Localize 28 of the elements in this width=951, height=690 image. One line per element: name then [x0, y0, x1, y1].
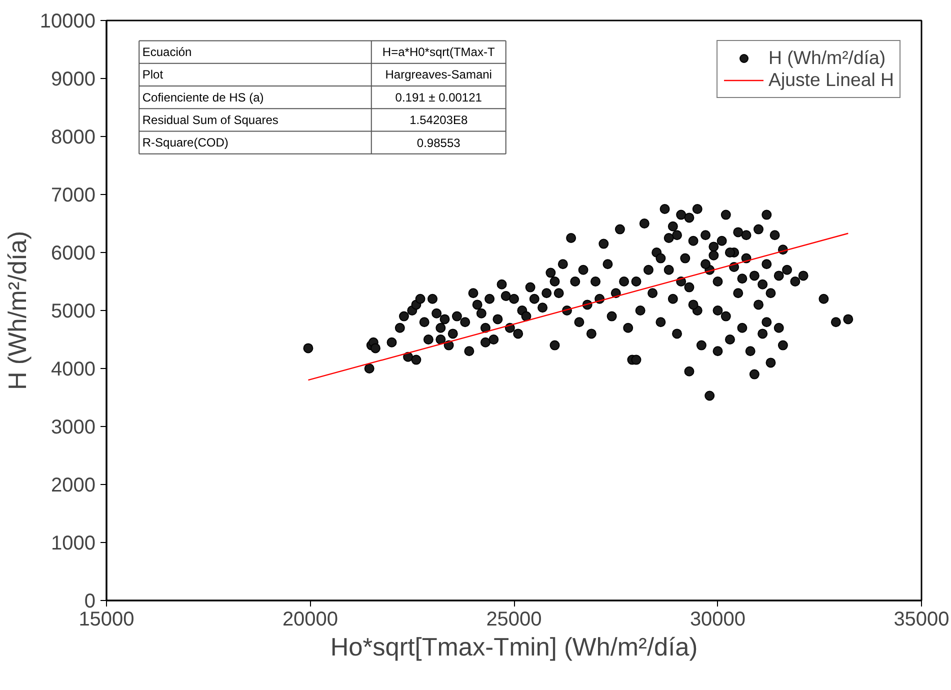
- y-tick-label: 9000: [51, 68, 96, 90]
- annotation: Residual Sum of Squares: [142, 112, 278, 127]
- y-tick-label: 4000: [51, 358, 96, 380]
- y-tick-label: 2000: [51, 474, 96, 496]
- annotation: 1.54203E8: [410, 112, 468, 127]
- annotation: R-Square(COD): [142, 136, 228, 150]
- legend-label: H (Wh/m²/día): [768, 47, 886, 69]
- x-axis-title: Ho*sqrt[Tmax-Tmin] (Wh/m²/día): [330, 634, 698, 662]
- y-tick-label: 6000: [51, 242, 96, 264]
- x-tick-label: 25000: [486, 608, 542, 630]
- annotation: H=a*H0*sqrt(TMax-T: [382, 45, 496, 60]
- annotation: Plot: [142, 68, 164, 82]
- annotation: Hargreaves-Samani: [385, 68, 492, 82]
- y-tick-label: 1000: [51, 532, 96, 554]
- annotation: Cofienciente de HS (a): [142, 90, 264, 104]
- y-tick-label: 7000: [51, 184, 96, 206]
- legend-label: Ajuste Lineal H: [768, 69, 894, 91]
- annotation: 0.191 ± 0.00121: [395, 90, 482, 104]
- x-tick-label: 35000: [894, 608, 950, 630]
- annotation: Ecuación: [142, 45, 192, 60]
- annotation: 0.98553: [416, 136, 461, 150]
- y-axis-title: H (Wh/m²/día): [4, 230, 32, 390]
- x-tick-label: 30000: [690, 608, 746, 630]
- x-tick-label: 20000: [282, 608, 338, 630]
- y-tick-label: 3000: [51, 416, 96, 438]
- y-tick-label: 10000: [40, 10, 96, 32]
- y-tick-label: 5000: [51, 300, 96, 322]
- y-tick-label: 8000: [51, 126, 96, 148]
